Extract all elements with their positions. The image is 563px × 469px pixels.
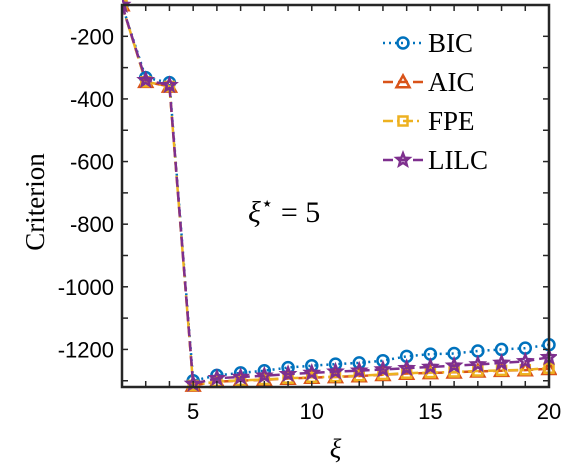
data-point-lilc	[231, 367, 251, 386]
series-line-aic	[122, 4, 550, 387]
axes-box	[120, 3, 551, 389]
annotation-symbol: ξ	[248, 196, 261, 229]
legend-label-bic: BIC	[428, 28, 473, 58]
data-point-lilc	[349, 360, 369, 379]
legend-item-bic: BIC	[383, 28, 473, 58]
series-line-lilc	[122, 4, 550, 386]
data-point-lilc	[122, 0, 132, 14]
annotation-value: = 5	[273, 196, 320, 229]
x-tick-label: 15	[418, 399, 442, 424]
ticks-layer: 5 10 15 20 -200 -400 -600 -800 -1000 -1200	[58, 4, 561, 424]
data-point-lilc	[420, 357, 440, 376]
y-tick-label: -400	[70, 87, 114, 112]
legend-label-aic: AIC	[428, 67, 475, 97]
y-tick-label: -1200	[58, 337, 114, 362]
legend-marker-lilc	[393, 150, 413, 169]
series-layer	[122, 0, 557, 392]
x-tick-label: 20	[537, 399, 561, 424]
y-tick-label: -600	[70, 150, 114, 175]
legend-marker-aic	[394, 72, 412, 89]
data-point-lilc	[326, 361, 345, 380]
data-point-lilc	[302, 362, 322, 381]
optimum-annotation: ξ⋆ = 5	[248, 193, 320, 229]
y-tick-label: -800	[70, 212, 114, 237]
data-point-lilc	[397, 358, 417, 377]
data-point-lilc	[254, 365, 274, 384]
x-axis-label: ξ	[330, 434, 342, 464]
data-point-lilc	[373, 359, 393, 378]
legend: BIC AIC FPE LILC	[383, 28, 488, 175]
series-aic	[122, 0, 557, 392]
data-point-lilc	[136, 70, 156, 89]
legend-marker-fpe	[397, 115, 409, 127]
data-point-lilc	[278, 364, 298, 383]
data-point-lilc	[468, 354, 488, 373]
series-fpe	[122, 0, 555, 392]
data-point-lilc	[515, 351, 535, 370]
annotation-superscript: ⋆	[261, 193, 274, 215]
series-line-fpe	[122, 4, 550, 387]
legend-item-fpe: FPE	[383, 106, 475, 136]
y-tick-label: -1000	[58, 275, 114, 300]
y-axis-label: Criterion	[20, 153, 50, 251]
legend-item-lilc: LILC	[383, 145, 488, 175]
data-point-lilc	[444, 355, 464, 374]
legend-label-lilc: LILC	[428, 145, 488, 175]
y-tick-label: -200	[70, 24, 114, 49]
legend-marker-bic	[396, 36, 410, 50]
data-point-lilc	[159, 75, 179, 94]
x-tick-label: 10	[300, 399, 324, 424]
series-line-bic	[122, 4, 550, 383]
legend-item-aic: AIC	[383, 67, 475, 97]
series-bic	[122, 0, 556, 388]
data-point-lilc	[492, 352, 512, 371]
legend-label-fpe: FPE	[428, 106, 475, 136]
series-lilc	[122, 0, 557, 392]
x-tick-label: 5	[187, 399, 199, 424]
